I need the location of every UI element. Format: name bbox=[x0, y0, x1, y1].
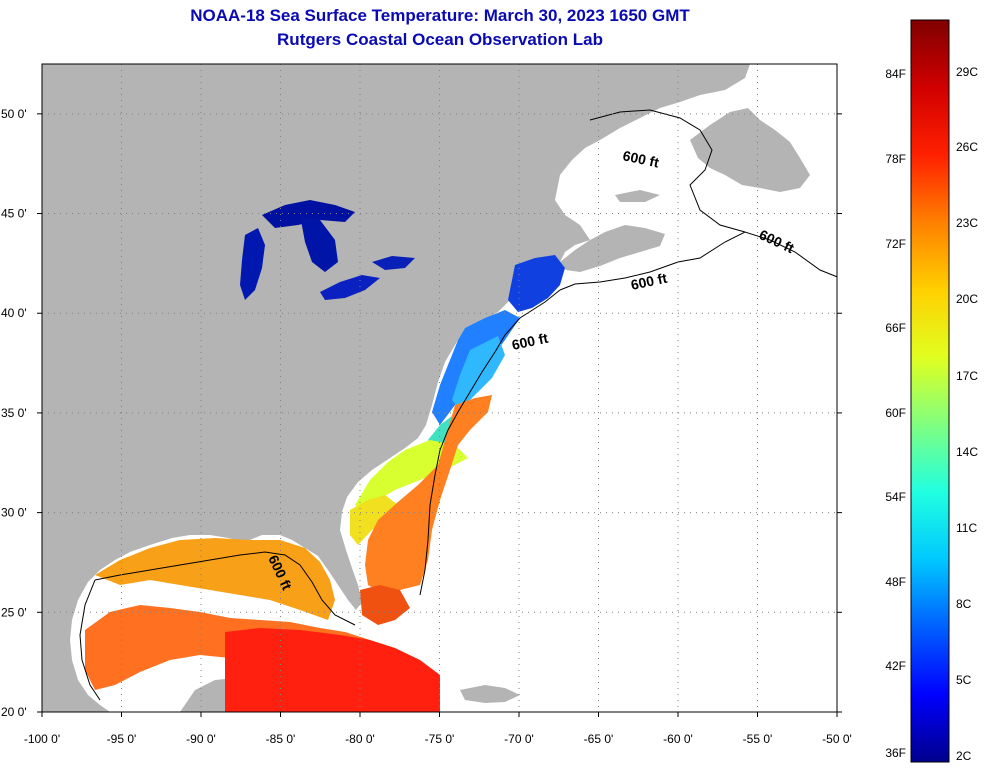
contour-label: 600 ft bbox=[621, 147, 660, 170]
lake-erie-sst bbox=[320, 275, 380, 300]
lat-tick-label: 35 0' bbox=[1, 406, 27, 420]
colorbar-gradient bbox=[910, 19, 950, 763]
lake-huron-sst bbox=[300, 215, 338, 272]
colorbar-f-label: 54F bbox=[885, 490, 906, 504]
lake-superior-sst bbox=[262, 200, 355, 228]
lon-tick-label: -65 0' bbox=[584, 732, 614, 746]
colorbar-fahrenheit-labels: 84F 78F 72F 66F 60F 54F 48F 42F 36F bbox=[885, 67, 906, 760]
lon-tick-label: -70 0' bbox=[504, 732, 534, 746]
lat-tick-label: 20 0' bbox=[1, 705, 27, 719]
gulf-stream-sst bbox=[365, 395, 492, 592]
lon-tick-label: -90 0' bbox=[186, 732, 216, 746]
colorbar-c-label: 26C bbox=[956, 140, 978, 154]
sst-data-overlay bbox=[85, 200, 565, 712]
lat-tick-label: 30 0' bbox=[1, 506, 27, 520]
latitude-axis: 20 0' 25 0' 30 0' 35 0' 40 0' 45 0' 50 0' bbox=[1, 107, 842, 719]
long-island-land bbox=[462, 312, 490, 322]
colorbar-c-label: 14C bbox=[956, 445, 978, 459]
lon-tick-label: -55 0' bbox=[743, 732, 773, 746]
nova-scotia-land bbox=[560, 225, 665, 272]
colorbar-f-label: 72F bbox=[885, 237, 906, 251]
gulf-of-maine-sst bbox=[508, 255, 565, 312]
map-subtitle: Rutgers Coastal Ocean Observation Lab bbox=[277, 30, 603, 49]
lake-ontario-sst bbox=[372, 256, 415, 270]
lon-tick-label: -80 0' bbox=[345, 732, 375, 746]
contour-label: 600 ft bbox=[510, 330, 549, 353]
chesapeake-shelf-sst bbox=[452, 336, 505, 410]
florida-keys-sst bbox=[360, 585, 410, 625]
anticosti-land bbox=[615, 190, 660, 202]
colorbar-f-label: 36F bbox=[885, 746, 906, 760]
newfoundland-land bbox=[690, 108, 810, 192]
lat-tick-label: 50 0' bbox=[1, 107, 27, 121]
colorbar-c-label: 2C bbox=[956, 749, 972, 763]
colorbar-c-label: 29C bbox=[956, 65, 978, 79]
lat-tick-label: 40 0' bbox=[1, 306, 27, 320]
hispaniola-land bbox=[460, 685, 520, 703]
longitude-axis: -100 0' -95 0' -90 0' -85 0' -80 0' -75 0' -70… bbox=[24, 712, 852, 746]
map-gridlines bbox=[42, 64, 837, 712]
north-america-land bbox=[42, 64, 750, 712]
colorbar-celsius-labels: 29C 26C 23C 20C 17C 14C 11C 8C 5C 2C bbox=[956, 65, 978, 763]
colorbar-f-label: 84F bbox=[885, 67, 906, 81]
colorbar-f-label: 42F bbox=[885, 659, 906, 673]
lon-tick-label: -85 0' bbox=[266, 732, 296, 746]
colorbar-c-label: 5C bbox=[956, 673, 972, 687]
lon-tick-label: -100 0' bbox=[24, 732, 60, 746]
colorbar: 84F 78F 72F 66F 60F 54F 48F 42F 36F 29C 26C 23C 20C… bbox=[885, 19, 978, 763]
colorbar-f-label: 60F bbox=[885, 406, 906, 420]
colorbar-c-label: 8C bbox=[956, 597, 972, 611]
caribbean-sst bbox=[225, 628, 440, 712]
colorbar-c-label: 20C bbox=[956, 292, 978, 306]
colorbar-f-label: 48F bbox=[885, 575, 906, 589]
lon-tick-label: -95 0' bbox=[107, 732, 137, 746]
lat-tick-label: 25 0' bbox=[1, 605, 27, 619]
colorbar-f-label: 66F bbox=[885, 321, 906, 335]
colorbar-c-label: 23C bbox=[956, 216, 978, 230]
colorbar-c-label: 11C bbox=[956, 521, 977, 535]
lat-tick-label: 45 0' bbox=[1, 207, 27, 221]
lon-tick-label: -75 0' bbox=[425, 732, 455, 746]
colorbar-f-label: 78F bbox=[885, 152, 906, 166]
depth-contour-600ft bbox=[79, 109, 837, 701]
lon-tick-label: -50 0' bbox=[822, 732, 852, 746]
contour-label: 600 ft bbox=[629, 270, 668, 293]
colorbar-c-label: 17C bbox=[956, 369, 978, 383]
lon-tick-label: -60 0' bbox=[663, 732, 693, 746]
lake-michigan-sst bbox=[240, 228, 265, 300]
map-title: NOAA-18 Sea Surface Temperature: March 3… bbox=[190, 6, 690, 25]
georgia-shelf-sst bbox=[350, 495, 398, 545]
gulf-north-sst bbox=[95, 538, 335, 620]
